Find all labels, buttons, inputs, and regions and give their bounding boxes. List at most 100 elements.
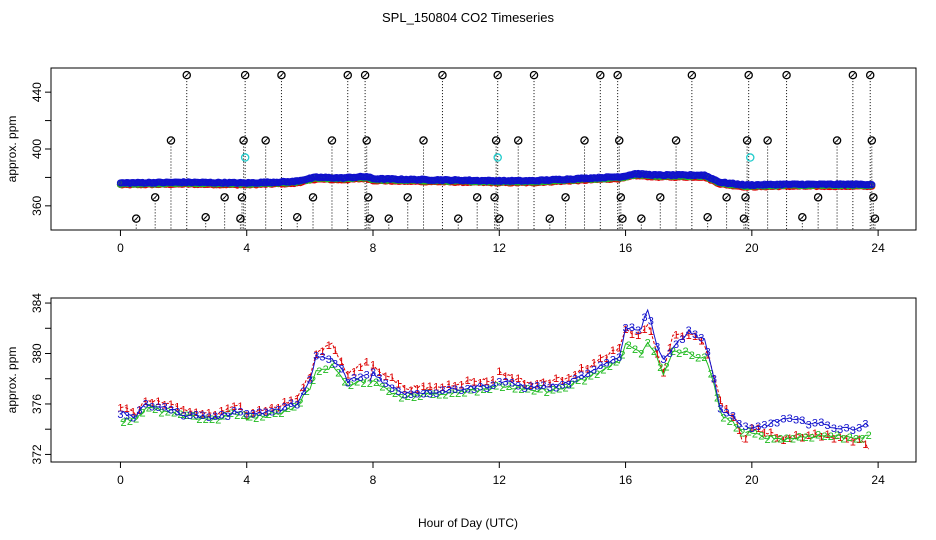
series-3-marker: 3 xyxy=(509,377,515,389)
spike-point-slash xyxy=(615,72,620,78)
top-axes: 0 4 8 12 16 20 24 360 400 440 xyxy=(30,82,885,255)
series-3-marker: 3 xyxy=(319,352,325,364)
series-1-marker: 1 xyxy=(370,360,376,372)
series-1-marker: 1 xyxy=(717,395,723,407)
series-3-marker: 3 xyxy=(364,369,370,381)
series-1-marker: 1 xyxy=(465,375,471,387)
series-2-marker: 2 xyxy=(682,346,688,358)
y-tick-label: 400 xyxy=(30,139,44,159)
series-1-marker: 1 xyxy=(496,366,502,378)
spike-point-slash xyxy=(618,194,624,200)
spike-point-slash xyxy=(329,138,335,143)
x-tick-label: 12 xyxy=(493,241,507,255)
spike-point xyxy=(741,193,750,202)
series-2-marker: 2 xyxy=(720,412,726,424)
series-1-marker: 1 xyxy=(793,429,799,441)
series-2-marker: 2 xyxy=(607,361,613,373)
series-2-marker: 2 xyxy=(430,389,436,401)
spike-point-slash xyxy=(850,72,856,78)
series-1-marker: 1 xyxy=(862,439,868,451)
series-1-marker: 1 xyxy=(326,340,332,352)
series-2-marker: 2 xyxy=(525,384,531,396)
series-3-marker: 3 xyxy=(490,380,496,392)
series-2-marker: 2 xyxy=(651,346,657,358)
series-3-marker: 3 xyxy=(591,365,597,377)
series-3-marker: 3 xyxy=(477,382,483,394)
spike-point xyxy=(495,214,504,223)
series-1-marker: 1 xyxy=(812,428,818,440)
spike-point-slash xyxy=(495,72,501,78)
series-3-marker: 3 xyxy=(597,360,603,372)
series-1-marker: 1 xyxy=(686,330,692,342)
series-2-marker: 2 xyxy=(834,430,840,442)
x-tick-label: 8 xyxy=(370,241,377,255)
spike-point xyxy=(671,136,681,145)
spike-point-slash xyxy=(345,72,351,78)
series-1-marker: 1 xyxy=(408,385,414,397)
series-2-marker: 2 xyxy=(468,384,474,396)
spike-point xyxy=(236,214,245,223)
spike-point xyxy=(131,214,141,223)
series-3-marker: 3 xyxy=(351,373,357,385)
series-2-marker: 2 xyxy=(266,409,272,421)
x-tick-label: 24 xyxy=(871,241,885,255)
series-2-marker: 2 xyxy=(493,381,499,393)
series-2-marker: 2 xyxy=(209,414,215,426)
series-3-marker: 3 xyxy=(553,382,559,394)
series-2-marker: 2 xyxy=(853,434,859,446)
spike-point-slash xyxy=(724,194,729,200)
spike-point xyxy=(384,214,394,223)
series-2-marker: 2 xyxy=(127,416,133,428)
spike-point xyxy=(613,70,622,80)
series-3-marker: 3 xyxy=(831,423,837,435)
series-3-marker: 3 xyxy=(837,424,843,436)
series-1-marker: 1 xyxy=(300,382,306,394)
series-1-marker: 1 xyxy=(244,410,250,422)
series-3-marker: 3 xyxy=(534,381,540,393)
series-3-marker: 3 xyxy=(749,423,755,435)
series-3-marker: 3 xyxy=(622,323,628,335)
series-2-marker: 2 xyxy=(809,433,815,445)
series-1-marker: 1 xyxy=(433,382,439,394)
series-3-marker: 3 xyxy=(162,401,168,413)
spike-point-slash xyxy=(689,72,695,78)
series-2-marker: 2 xyxy=(203,414,209,426)
series-1-marker: 1 xyxy=(654,349,660,361)
series-2-marker: 2 xyxy=(708,368,714,380)
series-1-marker: 1 xyxy=(143,396,149,408)
series-3-marker: 3 xyxy=(465,384,471,396)
spike-point-slash xyxy=(784,72,789,78)
series-1-marker: 1 xyxy=(458,379,464,391)
spike-point xyxy=(419,136,428,145)
series-3-marker: 3 xyxy=(130,412,136,424)
spike-point xyxy=(493,70,502,80)
spike-point xyxy=(277,70,286,80)
spike-point-slash xyxy=(405,194,411,200)
series-3-marker: 3 xyxy=(300,386,306,398)
series-2-marker: 2 xyxy=(455,388,461,400)
spike-point xyxy=(867,136,877,145)
series-1-marker: 1 xyxy=(199,409,205,421)
series-2-line xyxy=(120,341,869,443)
spike-point xyxy=(362,136,371,145)
spike-point-slash xyxy=(294,214,300,220)
spike-point xyxy=(637,214,646,223)
spike-point xyxy=(687,70,697,80)
series-2-marker: 2 xyxy=(847,432,853,444)
series-2-marker: 2 xyxy=(626,340,632,352)
spike-point-slash xyxy=(639,216,644,221)
series-3-marker: 3 xyxy=(648,316,654,328)
series-1-marker: 1 xyxy=(162,399,168,411)
series-2-marker: 2 xyxy=(828,431,834,443)
series-2-marker: 2 xyxy=(190,410,196,422)
series-1-marker: 1 xyxy=(547,378,553,390)
spike-point xyxy=(596,70,605,80)
series-3-marker: 3 xyxy=(862,418,868,430)
series-2-marker: 2 xyxy=(253,413,259,425)
spike-point-slash xyxy=(872,216,878,221)
x-tick-label: 8 xyxy=(370,473,377,487)
series-1-marker: 1 xyxy=(155,396,161,408)
series-3-marker: 3 xyxy=(755,421,761,433)
series-2-marker: 2 xyxy=(411,392,417,404)
